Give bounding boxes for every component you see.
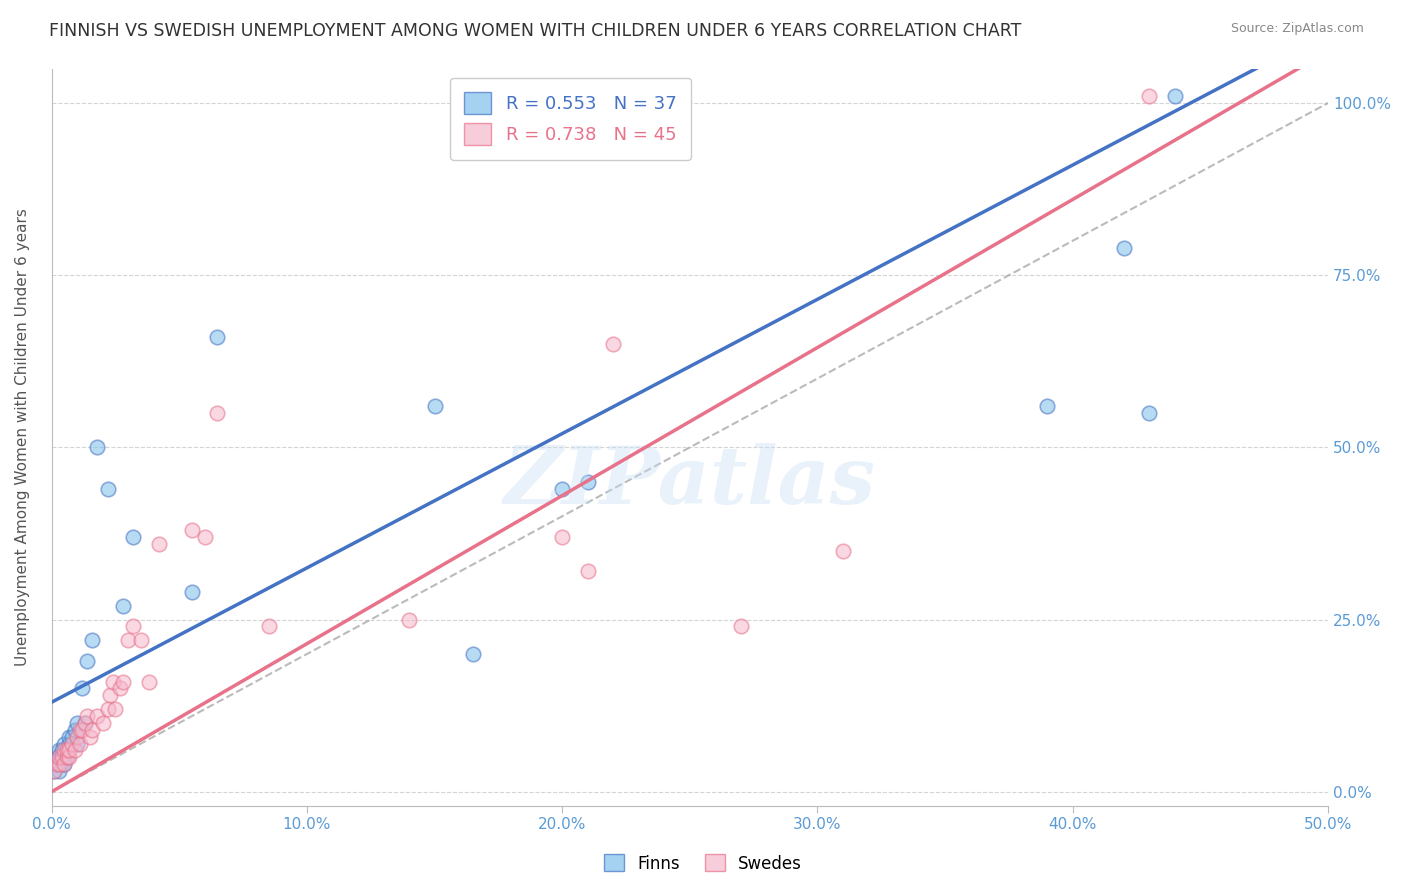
Point <box>66 715 89 730</box>
Point <box>45 757 67 772</box>
Point <box>69 723 91 737</box>
Point <box>70 681 93 696</box>
Point <box>60 730 83 744</box>
Point <box>104 702 127 716</box>
Point <box>53 737 76 751</box>
Point <box>53 743 76 757</box>
Point <box>194 530 217 544</box>
Point <box>48 750 70 764</box>
Point <box>181 523 204 537</box>
Legend: R = 0.553   N = 37, R = 0.738   N = 45: R = 0.553 N = 37, R = 0.738 N = 45 <box>450 78 692 160</box>
Point <box>69 737 91 751</box>
Point <box>63 723 86 737</box>
Point <box>73 715 96 730</box>
Point <box>56 750 79 764</box>
Point <box>129 633 152 648</box>
Point <box>122 530 145 544</box>
Point <box>117 633 139 648</box>
Point <box>48 743 70 757</box>
Point <box>97 482 120 496</box>
Point <box>66 737 89 751</box>
Point <box>53 750 76 764</box>
Point <box>48 757 70 772</box>
Point <box>76 654 98 668</box>
Point <box>97 702 120 716</box>
Point <box>730 619 752 633</box>
Point <box>111 599 134 613</box>
Point <box>53 757 76 772</box>
Point <box>181 585 204 599</box>
Point <box>86 441 108 455</box>
Legend: Finns, Swedes: Finns, Swedes <box>598 847 808 880</box>
Point <box>42 764 65 779</box>
Point <box>110 681 132 696</box>
Point <box>257 619 280 633</box>
Point <box>138 674 160 689</box>
Point <box>1139 406 1161 420</box>
Point <box>56 743 79 757</box>
Point <box>58 750 80 764</box>
Point <box>76 709 98 723</box>
Point <box>82 633 104 648</box>
Point <box>58 730 80 744</box>
Point <box>1036 399 1059 413</box>
Text: ZIPatlas: ZIPatlas <box>503 442 876 520</box>
Point <box>98 689 121 703</box>
Point <box>91 715 114 730</box>
Point <box>42 764 65 779</box>
Point <box>53 757 76 772</box>
Point <box>148 537 170 551</box>
Point <box>51 750 73 764</box>
Y-axis label: Unemployment Among Women with Children Under 6 years: Unemployment Among Women with Children U… <box>15 208 30 666</box>
Point <box>576 565 599 579</box>
Point <box>423 399 446 413</box>
Point <box>461 647 484 661</box>
Text: FINNISH VS SWEDISH UNEMPLOYMENT AMONG WOMEN WITH CHILDREN UNDER 6 YEARS CORRELAT: FINNISH VS SWEDISH UNEMPLOYMENT AMONG WO… <box>49 22 1022 40</box>
Point <box>111 674 134 689</box>
Point <box>48 764 70 779</box>
Text: Source: ZipAtlas.com: Source: ZipAtlas.com <box>1230 22 1364 36</box>
Point <box>82 723 104 737</box>
Point <box>45 757 67 772</box>
Point <box>551 530 574 544</box>
Point <box>551 482 574 496</box>
Point <box>56 743 79 757</box>
Point <box>51 757 73 772</box>
Point <box>207 406 229 420</box>
Point <box>60 737 83 751</box>
Point <box>63 743 86 757</box>
Point <box>58 737 80 751</box>
Point <box>48 750 70 764</box>
Point <box>122 619 145 633</box>
Point <box>66 730 89 744</box>
Point <box>51 743 73 757</box>
Point <box>56 750 79 764</box>
Point <box>1164 89 1187 103</box>
Point <box>832 543 855 558</box>
Point <box>398 613 420 627</box>
Point <box>576 475 599 489</box>
Point <box>101 674 124 689</box>
Point <box>79 730 101 744</box>
Point <box>70 723 93 737</box>
Point <box>73 715 96 730</box>
Point <box>1139 89 1161 103</box>
Point <box>86 709 108 723</box>
Point <box>1112 241 1135 255</box>
Point <box>58 743 80 757</box>
Point <box>45 750 67 764</box>
Point <box>602 337 624 351</box>
Point <box>207 330 229 344</box>
